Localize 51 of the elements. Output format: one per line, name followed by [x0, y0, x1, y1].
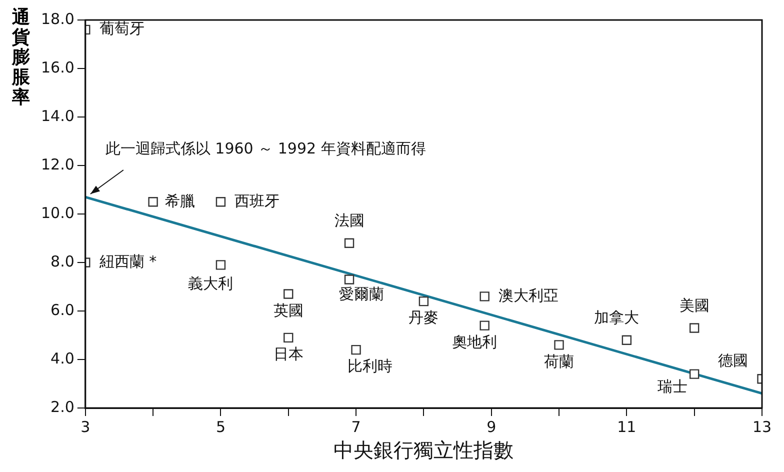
series-label: 丹麥 — [408, 308, 439, 327]
y-tick-label: 16.0 — [40, 58, 74, 76]
y-tick-label: 12.0 — [40, 155, 74, 174]
x-tick-label: 13 — [752, 418, 772, 436]
series-label: 奧地利 — [452, 332, 498, 351]
series-label: 德國 — [718, 351, 748, 370]
point — [480, 292, 490, 302]
series-label: 荷蘭 — [544, 352, 574, 370]
series-label: 瑞士 — [657, 377, 688, 396]
x-tick-label: 7 — [351, 418, 361, 436]
point — [344, 274, 354, 284]
y-tick-label: 18.0 — [40, 10, 74, 28]
point — [216, 260, 226, 270]
annotation: 此一迴歸式係以 1960 ～ 1992 年資料配適而得 — [105, 139, 426, 158]
point — [216, 197, 226, 207]
series-label: 愛爾蘭 — [338, 284, 384, 303]
point — [351, 344, 361, 355]
series-label: 法國 — [334, 211, 364, 230]
series-label: 希臘 — [165, 192, 196, 210]
x-tick-label: 5 — [216, 418, 226, 436]
series-label: 紐西蘭 * — [98, 252, 158, 270]
series-label: 西班牙 — [234, 192, 280, 210]
series-label: 比利時 — [348, 357, 393, 376]
point — [622, 335, 632, 345]
x-tick-label: 3 — [80, 418, 90, 436]
series-label: 義大利 — [188, 274, 234, 292]
y-tick-label: 2.0 — [50, 398, 74, 416]
series-label: 日本 — [273, 345, 304, 364]
point — [284, 289, 294, 299]
point — [418, 296, 429, 306]
series-label: 葡萄牙 — [99, 20, 144, 38]
x-tick-label: 11 — [617, 418, 636, 436]
x-axis-title: 中央銀行獨立性指數 — [334, 438, 514, 462]
point — [554, 340, 564, 350]
y-tick-label: 14.0 — [40, 106, 74, 125]
point — [148, 197, 158, 207]
series-label: 美國 — [679, 296, 710, 314]
point — [284, 332, 294, 343]
y-tick-label: 8.0 — [50, 252, 74, 270]
y-tick-label: 4.0 — [50, 349, 74, 368]
x-tick-label: 9 — [486, 418, 496, 436]
point — [689, 369, 700, 379]
series-label: 澳大利亞 — [498, 286, 559, 304]
y-tick-label: 10.0 — [40, 204, 74, 222]
y-tick-label: 6.0 — [50, 300, 74, 319]
y-axis-title: 通貨膨脹率 — [10, 7, 31, 108]
point — [480, 320, 490, 330]
series-label: 英國 — [273, 301, 304, 320]
point — [344, 238, 354, 248]
point — [689, 323, 700, 333]
series-label: 加拿大 — [594, 308, 640, 326]
